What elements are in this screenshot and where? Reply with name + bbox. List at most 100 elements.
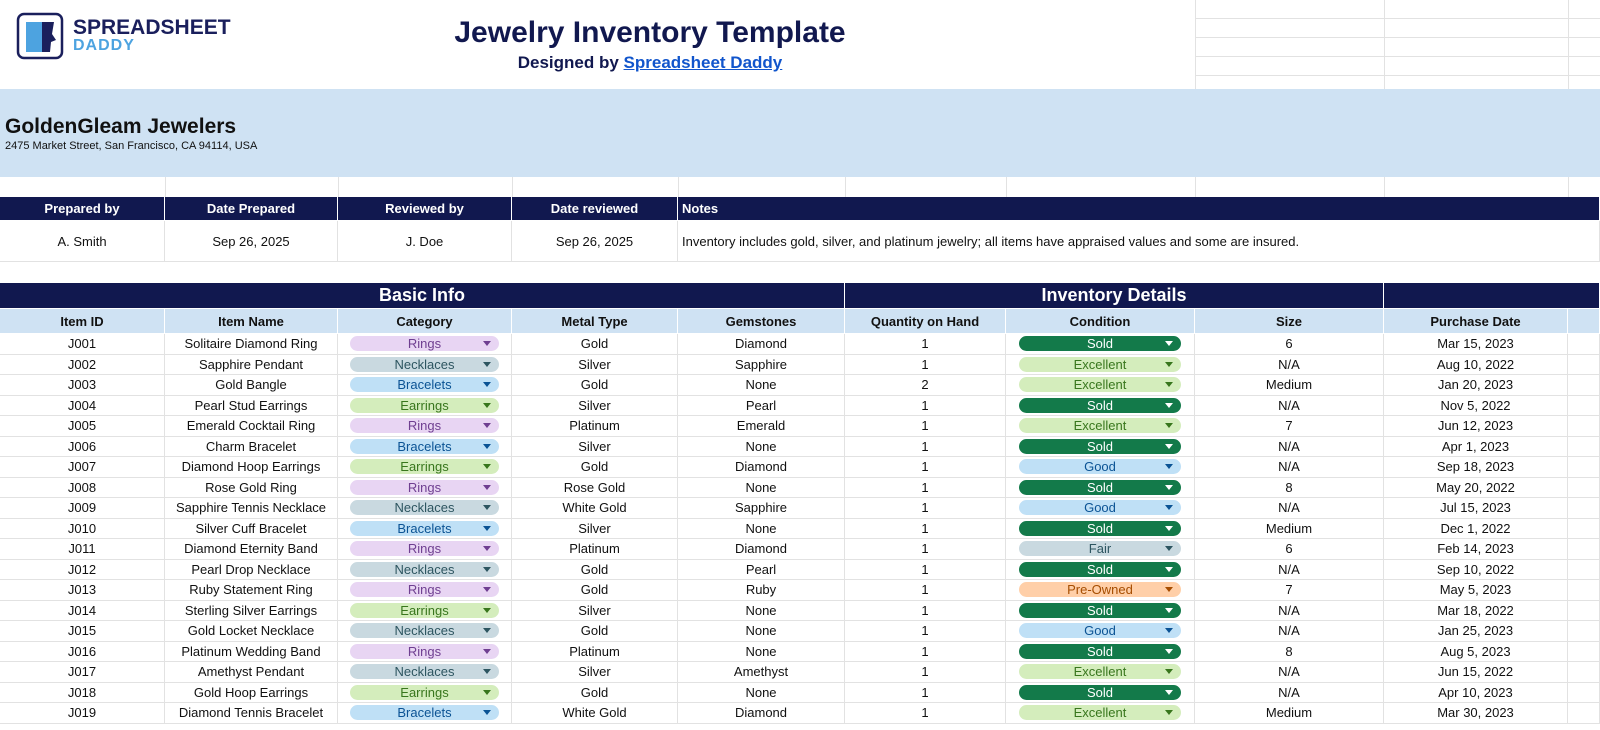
link[interactable]: Spreadsheet Daddy [623, 53, 783, 72]
dropdown-chip[interactable]: Fair [1019, 541, 1181, 557]
cell: 1 [845, 436, 1006, 457]
cell: Sold [1006, 518, 1195, 539]
cell [1568, 477, 1600, 498]
dropdown-chip[interactable]: Earrings [350, 602, 499, 618]
cell: May 5, 2023 [1384, 580, 1568, 601]
dropdown-chip[interactable]: Necklaces [350, 664, 499, 680]
grid-line [1195, 75, 1600, 76]
cell: Excellent [1006, 354, 1195, 375]
dropdown-chip[interactable]: Pre-Owned [1019, 582, 1181, 598]
dropdown-chip[interactable]: Sold [1019, 643, 1181, 659]
cell: Gold Hoop Earrings [165, 682, 338, 703]
dropdown-chip[interactable]: Excellent [1019, 705, 1181, 721]
cell: Rings [338, 580, 512, 601]
cell: Necklaces [338, 354, 512, 375]
group-header [1384, 283, 1600, 309]
cell: Good [1006, 621, 1195, 642]
cell [1568, 518, 1600, 539]
subtitle: Designed by Spreadsheet Daddy [280, 53, 1020, 73]
dropdown-chip[interactable]: Sold [1019, 438, 1181, 454]
dropdown-chip[interactable]: Necklaces [350, 356, 499, 372]
cell: 2 [845, 375, 1006, 396]
cell: 1 [845, 498, 1006, 519]
dropdown-chip[interactable]: Sold [1019, 479, 1181, 495]
cell: Jun 15, 2022 [1384, 662, 1568, 683]
dropdown-chip[interactable]: Necklaces [350, 561, 499, 577]
cell: J003 [0, 375, 165, 396]
dropdown-chip[interactable]: Necklaces [350, 500, 499, 516]
cell: 1 [845, 621, 1006, 642]
column-header [1568, 309, 1600, 334]
cell: Pearl Drop Necklace [165, 559, 338, 580]
dropdown-chip[interactable]: Rings [350, 541, 499, 557]
dropdown-chip[interactable]: Good [1019, 459, 1181, 475]
cell: Ruby [678, 580, 845, 601]
cell [1568, 498, 1600, 519]
cell: Silver [512, 354, 678, 375]
dropdown-chip[interactable]: Rings [350, 479, 499, 495]
dropdown-chip[interactable]: Rings [350, 418, 499, 434]
dropdown-chip[interactable]: Rings [350, 643, 499, 659]
dropdown-chip[interactable]: Good [1019, 500, 1181, 516]
cell: Jan 20, 2023 [1384, 375, 1568, 396]
cell: Fair [1006, 539, 1195, 560]
cell: Mar 18, 2022 [1384, 600, 1568, 621]
cell: Excellent [1006, 375, 1195, 396]
cell: J019 [0, 703, 165, 724]
cell: Silver [512, 436, 678, 457]
grid-line [1568, 177, 1569, 197]
cell: Platinum [512, 416, 678, 437]
dropdown-chip[interactable]: Sold [1019, 561, 1181, 577]
dropdown-chip[interactable]: Earrings [350, 397, 499, 413]
cell [1568, 703, 1600, 724]
cell: White Gold [512, 703, 678, 724]
dropdown-chip[interactable]: Good [1019, 623, 1181, 639]
dropdown-chip[interactable]: Excellent [1019, 418, 1181, 434]
cell [1568, 375, 1600, 396]
cell [1568, 539, 1600, 560]
cell: Necklaces [338, 662, 512, 683]
cell: J006 [0, 436, 165, 457]
cell: 1 [845, 539, 1006, 560]
dropdown-chip[interactable]: Sold [1019, 684, 1181, 700]
dropdown-chip[interactable]: Bracelets [350, 377, 499, 393]
dropdown-chip[interactable]: Rings [350, 582, 499, 598]
dropdown-chip[interactable]: Earrings [350, 684, 499, 700]
grid-line [1195, 177, 1196, 197]
dropdown-chip[interactable]: Excellent [1019, 356, 1181, 372]
dropdown-chip[interactable]: Necklaces [350, 623, 499, 639]
dropdown-chip[interactable]: Rings [350, 336, 499, 352]
cell: Rose Gold Ring [165, 477, 338, 498]
dropdown-chip[interactable]: Excellent [1019, 664, 1181, 680]
column-header: Quantity on Hand [845, 309, 1006, 334]
cell: Bracelets [338, 375, 512, 396]
cell: Diamond [678, 457, 845, 478]
dropdown-chip[interactable]: Sold [1019, 602, 1181, 618]
dropdown-chip[interactable]: Bracelets [350, 705, 499, 721]
cell: Silver Cuff Bracelet [165, 518, 338, 539]
cell: Good [1006, 498, 1195, 519]
cell: Feb 14, 2023 [1384, 539, 1568, 560]
dropdown-chip[interactable]: Sold [1019, 397, 1181, 413]
cell: Emerald [678, 416, 845, 437]
cell: 1 [845, 600, 1006, 621]
grid-line [1384, 0, 1385, 89]
cell [1568, 600, 1600, 621]
column-header: Date Prepared [165, 197, 338, 221]
cell: J012 [0, 559, 165, 580]
dropdown-chip[interactable]: Bracelets [350, 438, 499, 454]
dropdown-chip[interactable]: Excellent [1019, 377, 1181, 393]
cell: Excellent [1006, 662, 1195, 683]
dropdown-chip[interactable]: Sold [1019, 336, 1181, 352]
cell: Emerald Cocktail Ring [165, 416, 338, 437]
dropdown-chip[interactable]: Sold [1019, 520, 1181, 536]
group-header: Inventory Details [845, 283, 1384, 309]
cell: 1 [845, 477, 1006, 498]
cell: Sep 10, 2022 [1384, 559, 1568, 580]
dropdown-chip[interactable]: Bracelets [350, 520, 499, 536]
cell: J013 [0, 580, 165, 601]
cell: Amethyst Pendant [165, 662, 338, 683]
dropdown-chip[interactable]: Earrings [350, 459, 499, 475]
cell: Sapphire Tennis Necklace [165, 498, 338, 519]
